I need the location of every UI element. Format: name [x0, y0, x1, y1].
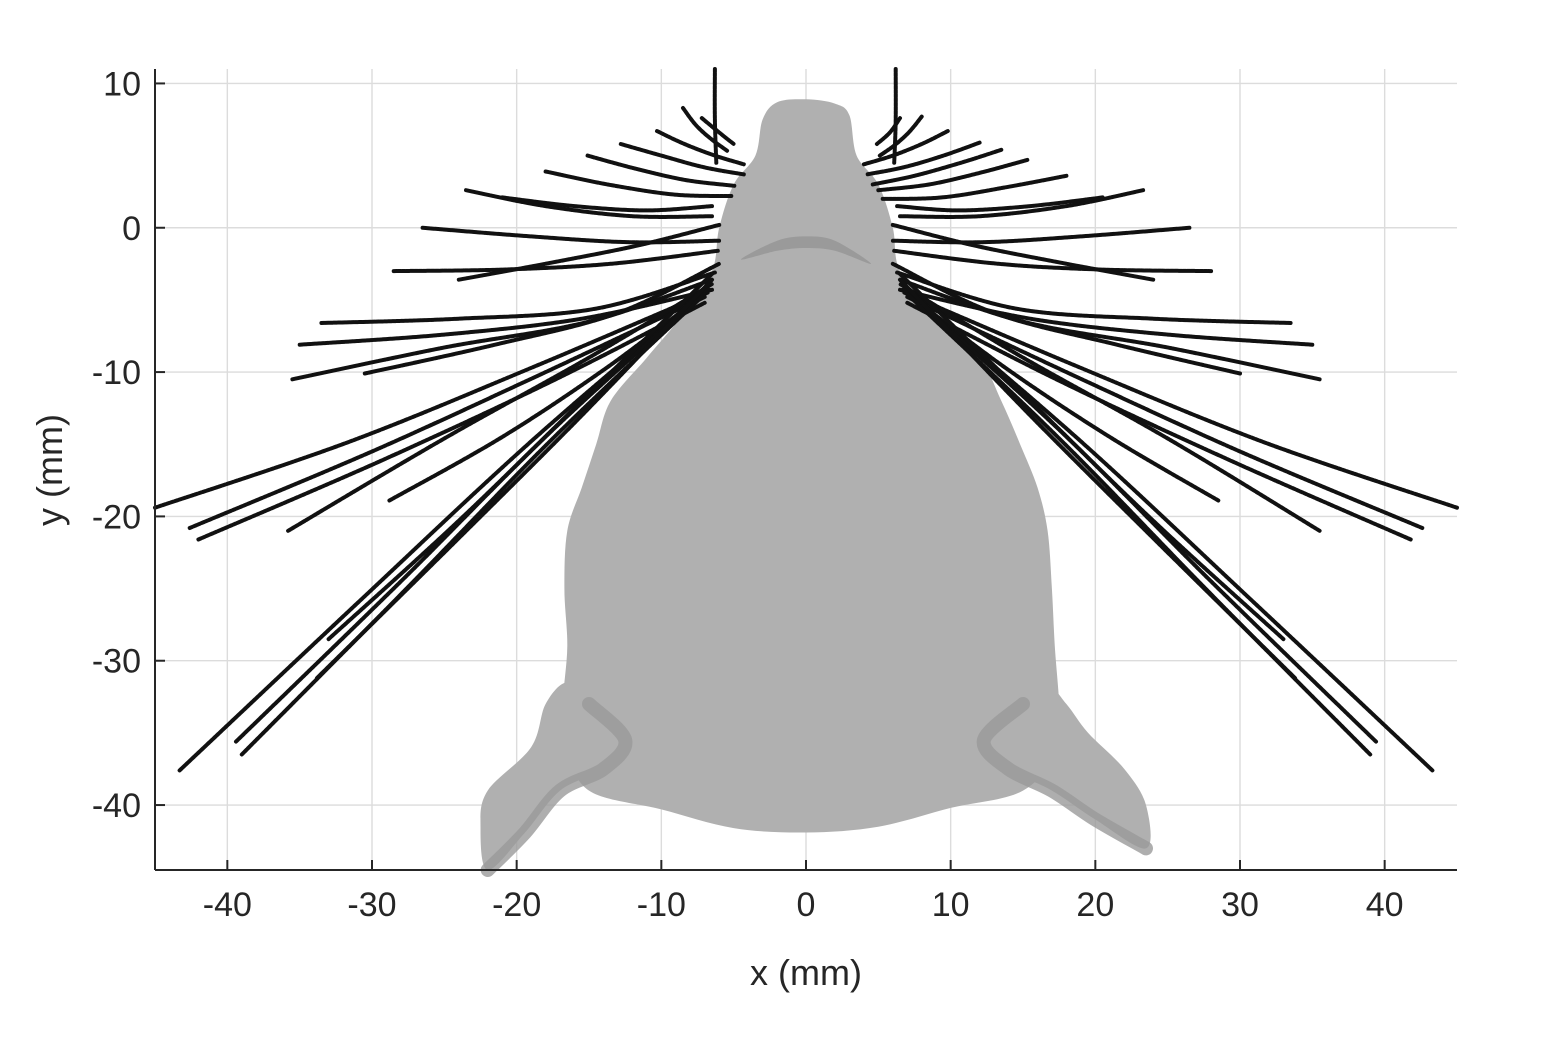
- y-tick-label: -30: [92, 643, 141, 681]
- y-tick-label: -40: [92, 787, 141, 825]
- whisker-track-30: [864, 140, 982, 177]
- whisker-track-26: [892, 67, 898, 165]
- x-tick-label: -30: [347, 886, 396, 924]
- whisker-track-36: [890, 225, 1192, 245]
- whisker-track-31: [870, 147, 1004, 187]
- x-tick-label: 30: [1221, 886, 1259, 924]
- whisker-track-27: [877, 114, 924, 158]
- y-tick-label: -20: [92, 498, 141, 536]
- whisker-track-39: [895, 270, 1293, 325]
- whisker-track-8: [500, 195, 714, 213]
- whisker-tracks: [153, 67, 1459, 773]
- whisker-track-52: [898, 271, 1286, 642]
- x-tick-label: -10: [637, 886, 686, 924]
- x-tick-label: 10: [932, 886, 970, 924]
- whisker-track-19: [286, 282, 714, 533]
- whisker-track-6: [543, 169, 735, 198]
- whisker-track-0: [712, 67, 719, 165]
- fish-body: [563, 99, 1063, 833]
- whisker-track-12: [319, 270, 717, 325]
- x-axis-label: x (mm): [750, 952, 862, 993]
- whisker-track-18: [196, 300, 707, 542]
- whisker-track-34: [898, 188, 1146, 219]
- whisker-track-15: [362, 261, 722, 376]
- fish-silhouette: [480, 99, 1153, 877]
- whisker-track-29: [861, 129, 950, 167]
- whisker-track-24: [315, 277, 714, 680]
- x-tick-label: -20: [492, 886, 541, 924]
- whisker-track-28: [874, 116, 902, 146]
- whisker-track-13: [297, 287, 714, 347]
- fish-mouth: [740, 236, 872, 264]
- whisker-track-1: [681, 106, 730, 154]
- whisker-track-35: [895, 195, 1105, 213]
- whisker-track-42: [890, 261, 1242, 376]
- whisker-track-16: [153, 290, 710, 510]
- whisker-track-33: [880, 173, 1069, 201]
- whisker-track-14: [290, 277, 714, 382]
- y-axis-label: y (mm): [29, 414, 70, 526]
- whisker-track-25: [326, 271, 714, 642]
- whisker-track-9: [420, 225, 722, 245]
- x-tick-label: 0: [797, 886, 816, 924]
- whisker-track-5: [585, 153, 738, 188]
- fin-shading: [480, 697, 633, 877]
- whisker-track-3: [655, 129, 746, 167]
- whisker-track-4: [618, 142, 746, 177]
- whisker-track-38: [890, 222, 1156, 282]
- tick-labels: -40 -30 -20 -10 0 10 20 30 40 -40 -30 -20 -10 0 10: [92, 65, 1404, 924]
- fin-shading: [976, 697, 1153, 856]
- whisker-track-37: [892, 248, 1214, 274]
- axes: [154, 69, 1457, 871]
- whisker-track-11: [456, 222, 722, 282]
- whisker-track-43: [902, 290, 1459, 510]
- x-tick-label: 40: [1366, 886, 1404, 924]
- whisker-track-51: [898, 277, 1297, 680]
- x-tick-label: -40: [203, 886, 252, 924]
- whisker-track-46: [898, 282, 1322, 533]
- whisker-track-40: [898, 287, 1315, 347]
- y-tick-label: 0: [122, 210, 141, 248]
- whisker-track-2: [699, 116, 736, 146]
- whisker-track-10: [391, 248, 720, 274]
- whisker-track-45: [905, 300, 1413, 542]
- x-tick-label: 20: [1076, 886, 1114, 924]
- whisker-track-32: [876, 157, 1030, 193]
- y-tick-label: -10: [92, 354, 141, 392]
- whisker-track-41: [898, 277, 1322, 382]
- y-tick-label: 10: [103, 65, 141, 103]
- whisker-track-7: [464, 188, 714, 219]
